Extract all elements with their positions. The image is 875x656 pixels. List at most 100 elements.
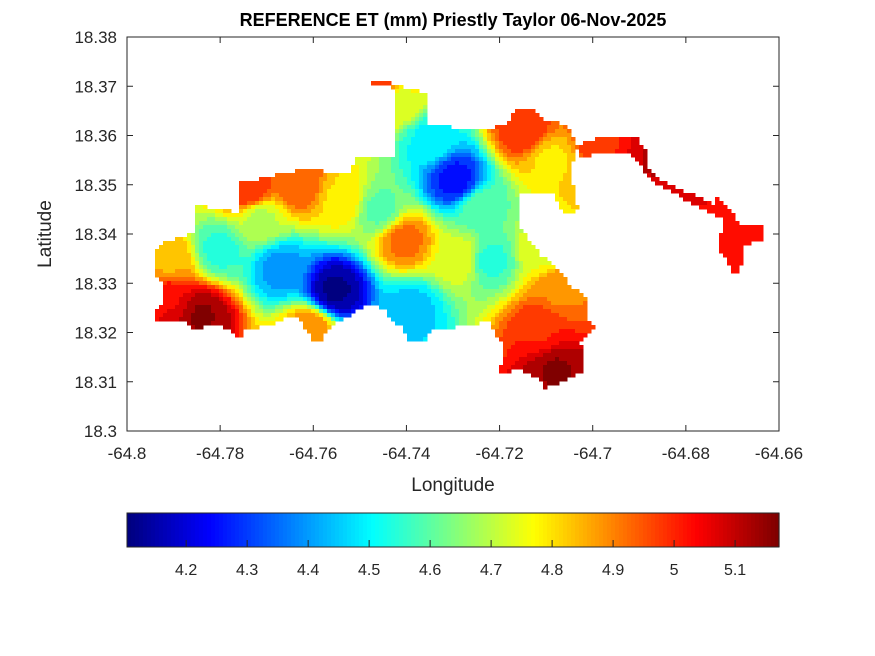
heatmap-cell: [535, 189, 540, 194]
heatmap-cell: [379, 157, 384, 162]
heatmap-cell: [567, 301, 572, 306]
heatmap-cell: [403, 181, 408, 186]
heatmap-cell: [519, 293, 524, 298]
heatmap-cell: [459, 321, 464, 326]
heatmap-cell: [211, 217, 216, 222]
heatmap-cell: [571, 193, 576, 198]
heatmap-cell: [451, 185, 456, 190]
heatmap-cell: [331, 193, 336, 198]
heatmap-cell: [407, 197, 412, 202]
heatmap-cell: [547, 341, 552, 346]
heatmap-cell: [347, 185, 352, 190]
heatmap-cell: [243, 229, 248, 234]
heatmap-cell: [247, 221, 252, 226]
heatmap-cell: [435, 153, 440, 158]
heatmap-cell: [515, 193, 520, 198]
heatmap-cell: [459, 253, 464, 258]
colorbar-segment: [695, 513, 700, 547]
heatmap-cell: [343, 233, 348, 238]
heatmap-cell: [371, 177, 376, 182]
heatmap-cell: [215, 241, 220, 246]
heatmap-cell: [475, 197, 480, 202]
heatmap-cell: [495, 249, 500, 254]
heatmap-cell: [303, 285, 308, 290]
heatmap-cell: [379, 173, 384, 178]
heatmap-cell: [471, 309, 476, 314]
heatmap-cell: [355, 225, 360, 230]
heatmap-cell: [159, 277, 164, 282]
heatmap-cell: [211, 301, 216, 306]
heatmap-cell: [543, 269, 548, 274]
heatmap-cell: [335, 289, 340, 294]
heatmap-cell: [291, 293, 296, 298]
heatmap-cell: [391, 269, 396, 274]
heatmap-cell: [455, 133, 460, 138]
heatmap-cell: [427, 133, 432, 138]
heatmap-cell: [527, 361, 532, 366]
heatmap-cell: [427, 225, 432, 230]
heatmap-cell: [519, 113, 524, 118]
heatmap-cell: [467, 137, 472, 142]
heatmap-cell: [539, 189, 544, 194]
heatmap-cell: [463, 321, 468, 326]
heatmap-cell: [239, 181, 244, 186]
colorbar-segment: [127, 513, 132, 547]
heatmap-cell: [523, 237, 528, 242]
heatmap-cell: [323, 193, 328, 198]
heatmap-cell: [479, 145, 484, 150]
heatmap-cell: [499, 365, 504, 370]
heatmap-cell: [187, 261, 192, 266]
heatmap-cell: [335, 177, 340, 182]
heatmap-cell: [239, 329, 244, 334]
heatmap-cell: [431, 229, 436, 234]
heatmap-cell: [563, 317, 568, 322]
heatmap-cell: [455, 257, 460, 262]
heatmap-cell: [319, 241, 324, 246]
heatmap-cell: [475, 145, 480, 150]
heatmap-cell: [467, 289, 472, 294]
heatmap-cell: [519, 297, 524, 302]
heatmap-cell: [507, 225, 512, 230]
heatmap-cell: [247, 289, 252, 294]
heatmap-cell: [543, 321, 548, 326]
heatmap-cell: [327, 253, 332, 258]
heatmap-cell: [563, 313, 568, 318]
heatmap-cell: [271, 201, 276, 206]
heatmap-cell: [479, 309, 484, 314]
heatmap-cell: [519, 129, 524, 134]
heatmap-cell: [303, 317, 308, 322]
heatmap-cell: [259, 233, 264, 238]
heatmap-cell: [723, 249, 728, 254]
heatmap-cell: [415, 329, 420, 334]
heatmap-cell: [383, 229, 388, 234]
heatmap-cell: [335, 317, 340, 322]
heatmap-cell: [383, 285, 388, 290]
heatmap-cell: [407, 273, 412, 278]
colorbar-segment: [167, 513, 172, 547]
heatmap-cell: [415, 249, 420, 254]
heatmap-cell: [163, 277, 168, 282]
heatmap-cell: [583, 149, 588, 154]
heatmap-cell: [443, 141, 448, 146]
heatmap-cell: [303, 297, 308, 302]
heatmap-cell: [319, 197, 324, 202]
heatmap-cell: [579, 329, 584, 334]
heatmap-cell: [275, 221, 280, 226]
heatmap-cell: [423, 289, 428, 294]
heatmap-cell: [291, 265, 296, 270]
heatmap-cell: [407, 337, 412, 342]
heatmap-cell: [751, 233, 756, 238]
heatmap-cell: [407, 253, 412, 258]
heatmap-cell: [427, 329, 432, 334]
heatmap-cell: [391, 249, 396, 254]
heatmap-cell: [575, 357, 580, 362]
heatmap-cell: [243, 269, 248, 274]
heatmap-cell: [491, 325, 496, 330]
heatmap-cell: [351, 237, 356, 242]
heatmap-cell: [183, 261, 188, 266]
heatmap-cell: [483, 241, 488, 246]
heatmap-cell: [299, 297, 304, 302]
heatmap-cell: [739, 225, 744, 230]
heatmap-cell: [319, 329, 324, 334]
heatmap-cell: [171, 281, 176, 286]
